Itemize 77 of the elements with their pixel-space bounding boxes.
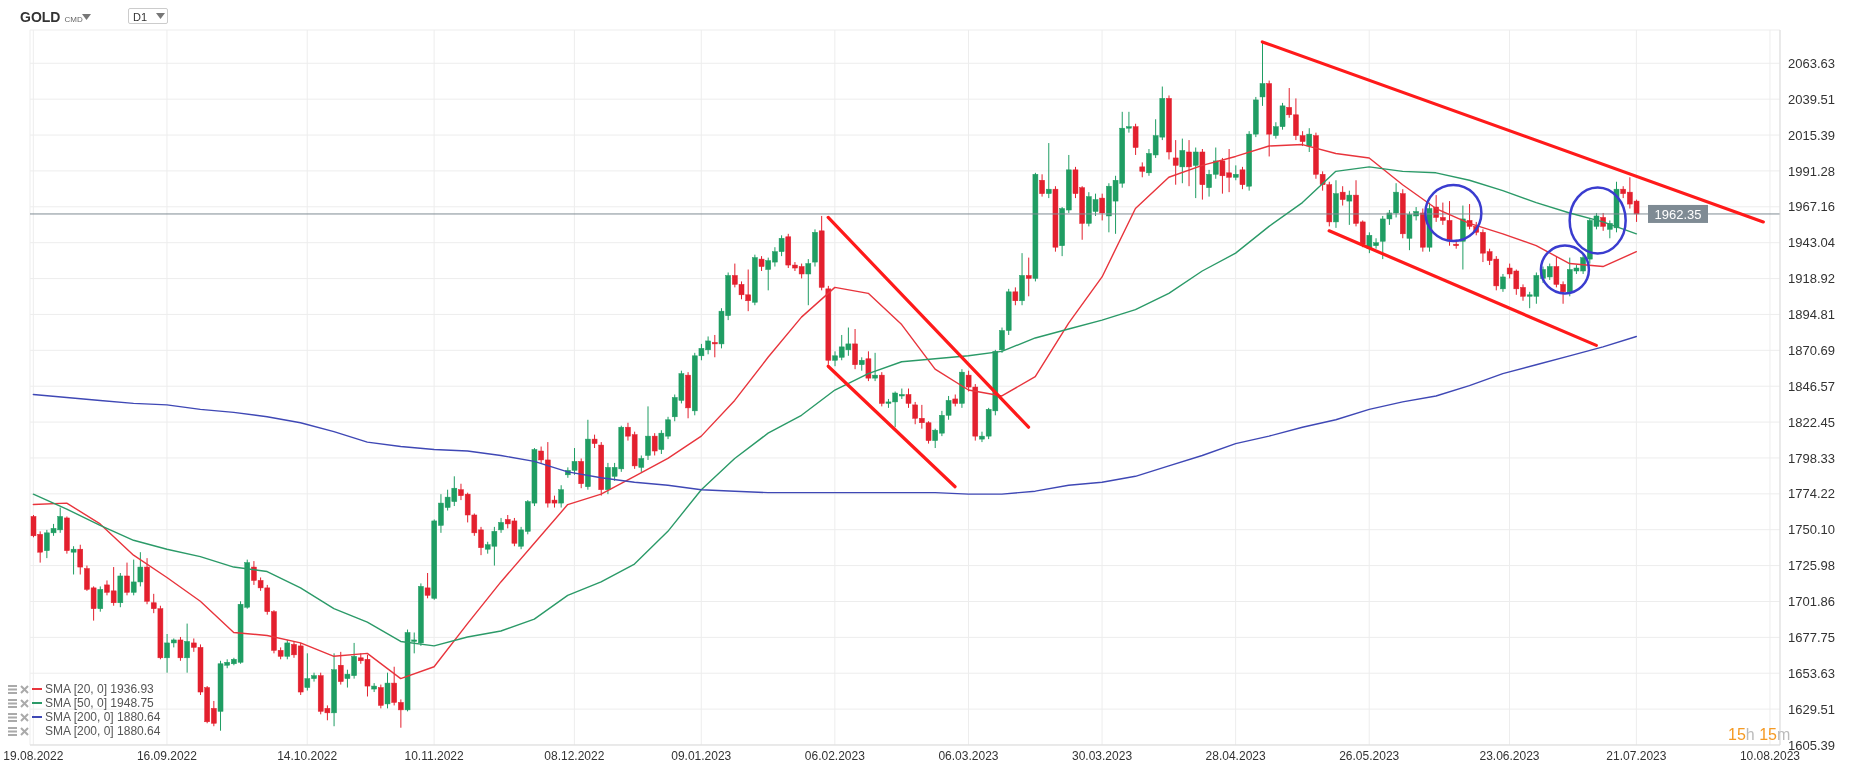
x-tick-label: 23.06.2023 xyxy=(1479,749,1540,763)
annotation: SMA [200, 0] 1880.64 xyxy=(45,724,161,738)
candlestick xyxy=(872,352,878,382)
candlestick xyxy=(712,334,718,358)
chart-subtitle: CMD xyxy=(64,15,83,24)
x-tick-label: 26.05.2023 xyxy=(1339,749,1400,763)
y-tick-label: 1750.10 xyxy=(1788,522,1835,538)
candlestick xyxy=(1099,193,1105,221)
candlestick xyxy=(97,585,104,613)
candlestick xyxy=(77,544,84,575)
y-tick-label: 1701.86 xyxy=(1788,594,1835,610)
text: D1 xyxy=(128,8,168,24)
y-tick-label: 1894.81 xyxy=(1788,307,1835,323)
candlestick xyxy=(1025,257,1032,297)
candlestick xyxy=(384,672,391,709)
y-tick-label: 1677.75 xyxy=(1788,629,1835,645)
candlestick xyxy=(338,651,344,686)
y-tick-label: 1846.57 xyxy=(1788,378,1835,394)
y-tick-label: 2015.39 xyxy=(1788,127,1835,143)
candlestick xyxy=(378,684,384,709)
legend-label: SMA [20, 0] 1936.93 xyxy=(45,682,154,696)
x-tick-label: 14.10.2022 xyxy=(277,749,338,763)
candlestick xyxy=(124,562,130,596)
line-series xyxy=(32,335,1638,495)
candlestick xyxy=(284,639,291,660)
y-tick-label: 1725.98 xyxy=(1788,558,1835,574)
x-tick-label: 28.04.2023 xyxy=(1205,749,1266,763)
candlestick xyxy=(1132,123,1139,156)
y-tick-label: 1822.45 xyxy=(1788,414,1835,430)
chart-title: GOLD xyxy=(20,9,61,25)
candlestick xyxy=(1046,142,1052,199)
ref-line-label: 1962.35 xyxy=(1654,206,1702,222)
y-tick-label: 1918.92 xyxy=(1788,271,1835,287)
x-tick-label: 21.07.2023 xyxy=(1606,749,1667,763)
candlestick xyxy=(578,457,584,489)
x-tick-label: 30.03.2023 xyxy=(1072,749,1133,763)
candlestick xyxy=(651,432,658,456)
candlestick xyxy=(1259,41,1266,107)
legend-label: SMA [200, 0] 1880.64 xyxy=(45,710,161,724)
candlestick xyxy=(1239,166,1246,190)
candlestick xyxy=(805,258,812,306)
y-tick-label: 1774.22 xyxy=(1788,486,1835,502)
x-tick-label: 16.09.2022 xyxy=(136,749,198,763)
candlestick xyxy=(1339,185,1346,207)
candlestick xyxy=(1346,190,1353,226)
y-tick-label: 2039.51 xyxy=(1788,91,1835,107)
candlestick xyxy=(1306,127,1313,153)
x-tick-label: 06.02.2023 xyxy=(804,749,866,763)
x-tick-label: 10.08.2023 xyxy=(1739,749,1801,763)
candlestick xyxy=(905,388,912,409)
candlestick xyxy=(558,484,564,509)
x-tick-label: 10.11.2022 xyxy=(404,749,465,763)
y-tick-label: 1798.33 xyxy=(1788,450,1835,466)
candlestick xyxy=(852,328,858,370)
x-tick-label: 06.03.2023 xyxy=(938,749,999,763)
x-tick-label: 09.01.2023 xyxy=(671,749,732,763)
candlestick xyxy=(184,623,190,674)
y-tick-label: 1870.69 xyxy=(1788,342,1835,358)
candlestick xyxy=(177,636,184,662)
candlestick xyxy=(1186,139,1192,187)
candlestick xyxy=(1179,138,1186,184)
candlestick xyxy=(70,545,77,575)
y-tick-label: 1967.16 xyxy=(1788,199,1835,215)
legend-label: SMA [50, 0] 1948.75 xyxy=(45,696,154,710)
y-tick-label: 1629.51 xyxy=(1788,701,1835,717)
candlestick xyxy=(1192,147,1199,199)
candlestick xyxy=(865,350,872,382)
x-tick-label: 08.12.2022 xyxy=(544,749,605,763)
candlestick xyxy=(424,572,431,599)
candlestick xyxy=(1172,139,1179,186)
y-tick-label: 1943.04 xyxy=(1788,235,1835,251)
candlestick xyxy=(645,405,651,461)
y-tick-label: 1653.63 xyxy=(1788,665,1835,681)
candlestick xyxy=(1039,173,1045,198)
x-tick-label: 19.08.2022 xyxy=(3,749,64,763)
y-tick-label: 1991.28 xyxy=(1788,163,1835,179)
y-tick-label: 2063.63 xyxy=(1788,55,1835,71)
